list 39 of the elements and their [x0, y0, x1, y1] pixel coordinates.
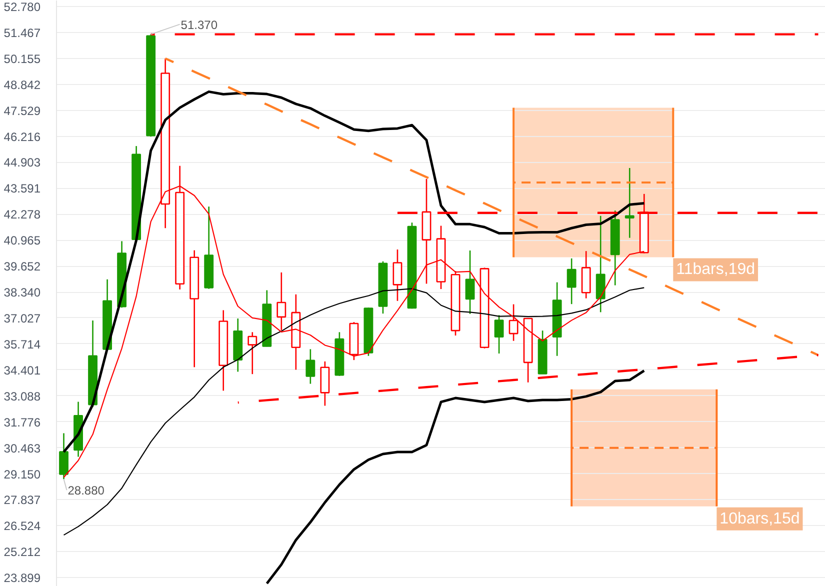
y-tick-label: 25.212 — [4, 545, 41, 560]
candlestick — [624, 167, 634, 238]
y-tick-label: 26.524 — [4, 519, 41, 534]
y-tick-label: 29.150 — [4, 467, 41, 482]
y-tick-label: 44.903 — [4, 156, 41, 170]
y-tick-label: 38.340 — [4, 286, 41, 300]
y-tick-label: 47.529 — [4, 104, 41, 118]
candlestick — [392, 248, 402, 302]
candlestick — [248, 332, 258, 375]
line-series — [63, 287, 645, 536]
y-tick-label: 35.714 — [4, 337, 41, 352]
y-tick-label: 46.216 — [4, 130, 41, 144]
candlestick — [508, 304, 518, 342]
y-tick-label: 50.155 — [4, 52, 41, 66]
candlestick — [494, 314, 504, 354]
candlestick — [566, 258, 576, 305]
y-tick-label: 37.027 — [4, 311, 41, 326]
y-tick-label: 31.776 — [4, 415, 41, 430]
annotation: 28.880 — [68, 484, 105, 498]
y-tick-label: 48.842 — [4, 78, 41, 92]
y-tick-label: 34.401 — [4, 363, 41, 378]
line-series — [266, 369, 646, 585]
y-tick-label: 33.088 — [4, 389, 41, 404]
candlestick — [276, 272, 286, 331]
y-tick-label: 27.837 — [4, 493, 41, 508]
candlestick — [465, 250, 475, 315]
y-tick-label: 39.652 — [4, 260, 41, 274]
y-tick-label: 52.780 — [4, 0, 41, 14]
y-tick-label: 30.463 — [4, 441, 41, 456]
text: 10bars,15d — [720, 510, 800, 528]
y-tick-label: 43.591 — [4, 182, 41, 196]
y-tick-label: 23.899 — [4, 571, 41, 586]
text: 11bars,19d — [676, 261, 756, 278]
y-tick-label: 51.467 — [4, 26, 41, 40]
annotation: 51.370 — [180, 18, 218, 32]
candlestick — [59, 432, 68, 480]
y-tick-label: 40.965 — [4, 234, 41, 248]
candlestick — [306, 348, 316, 384]
y-tick-label: 42.278 — [4, 208, 41, 222]
